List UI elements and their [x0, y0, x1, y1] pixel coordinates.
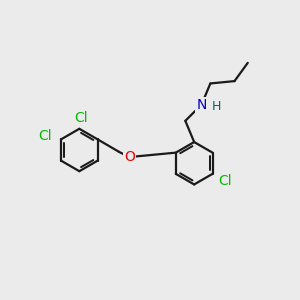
Text: H: H	[212, 100, 221, 112]
Text: Cl: Cl	[218, 174, 232, 188]
Text: O: O	[124, 150, 135, 164]
Text: Cl: Cl	[38, 130, 52, 143]
Text: N: N	[196, 98, 207, 112]
Text: Cl: Cl	[74, 111, 88, 124]
